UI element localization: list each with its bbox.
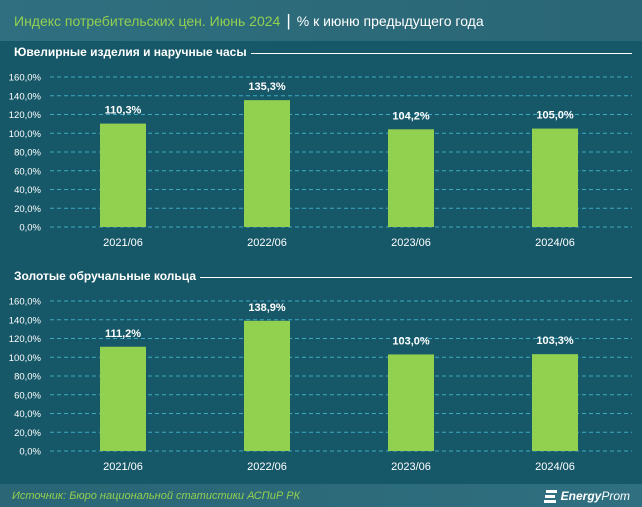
y-tick-label: 40,0% bbox=[14, 185, 41, 196]
data-label: 104,2% bbox=[392, 110, 430, 122]
logo-text: Prom bbox=[601, 488, 630, 503]
chart-title: Ювелирные изделия и наручные часы bbox=[14, 45, 251, 59]
bar bbox=[532, 128, 578, 227]
x-tick-label: 2022/06 bbox=[247, 461, 287, 473]
y-tick-label: 20,0% bbox=[14, 428, 41, 439]
data-label: 103,3% bbox=[536, 335, 574, 347]
y-tick-label: 40,0% bbox=[14, 409, 41, 420]
bar bbox=[100, 346, 146, 451]
y-tick-label: 120,0% bbox=[9, 334, 42, 345]
header: Индекс потребительских цен. Июнь 2024 | … bbox=[0, 0, 642, 41]
bar bbox=[388, 354, 434, 451]
bar bbox=[532, 354, 578, 451]
page-subtitle: % к июню предыдущего года bbox=[296, 12, 484, 29]
x-tick-label: 2023/06 bbox=[391, 237, 431, 249]
title-separator: | bbox=[286, 10, 291, 30]
chart-plot: 0,0% 20,0% 40,0% 60,0% 80,0% 100,0% 120,0% 140,… bbox=[9, 73, 632, 249]
y-tick-label: 160,0% bbox=[9, 73, 42, 84]
x-tick-label: 2024/06 bbox=[535, 461, 575, 473]
y-tick-label: 60,0% bbox=[14, 166, 41, 177]
source-note: Источник: Бюро национальной статистики А… bbox=[12, 489, 301, 502]
logo-icon bbox=[543, 489, 557, 503]
y-tick-label: 100,0% bbox=[9, 129, 42, 140]
data-label: 135,3% bbox=[248, 81, 286, 93]
footer: Источник: Бюро национальной статистики А… bbox=[0, 484, 642, 507]
y-tick-label: 140,0% bbox=[9, 91, 42, 102]
y-tick-label: 20,0% bbox=[14, 204, 41, 215]
y-tick-label: 80,0% bbox=[14, 148, 41, 159]
chart-wedding-rings: Золотые обручальные кольца 0,0% 20,0% 40,0… bbox=[0, 269, 642, 479]
y-tick-label: 0,0% bbox=[19, 223, 41, 234]
title-rule bbox=[14, 277, 632, 278]
x-tick-label: 2022/06 bbox=[247, 237, 287, 249]
chart-plot: 0,0% 20,0% 40,0% 60,0% 80,0% 100,0% 120,0% 140,… bbox=[9, 297, 632, 473]
energyprom-logo: Energy Prom bbox=[543, 488, 630, 503]
data-label: 138,9% bbox=[248, 302, 286, 314]
chart-title: Золотые обручальные кольца bbox=[14, 269, 200, 283]
logo-text-bold: Energy bbox=[560, 488, 602, 503]
y-tick-label: 0,0% bbox=[19, 447, 41, 458]
chart-jewelry: Ювелирные изделия и наручные часы 0,0% 20… bbox=[0, 45, 642, 255]
data-label: 111,2% bbox=[105, 328, 141, 340]
y-tick-label: 160,0% bbox=[9, 297, 42, 308]
y-tick-label: 60,0% bbox=[14, 390, 41, 401]
x-tick-label: 2021/06 bbox=[103, 237, 143, 249]
bar bbox=[244, 320, 290, 451]
bar bbox=[100, 123, 146, 227]
data-label: 105,0% bbox=[536, 110, 574, 122]
x-tick-label: 2023/06 bbox=[391, 461, 431, 473]
bar bbox=[388, 129, 434, 227]
data-label: 103,0% bbox=[392, 335, 430, 347]
y-tick-label: 140,0% bbox=[9, 315, 42, 326]
y-tick-label: 100,0% bbox=[9, 353, 42, 364]
x-tick-label: 2024/06 bbox=[535, 237, 575, 249]
y-tick-label: 120,0% bbox=[9, 110, 42, 121]
data-label: 110,3% bbox=[105, 105, 142, 117]
x-tick-label: 2021/06 bbox=[103, 461, 143, 473]
y-tick-label: 80,0% bbox=[14, 372, 41, 383]
title-rule bbox=[14, 53, 632, 54]
bar bbox=[244, 100, 290, 227]
page-title: Индекс потребительских цен. Июнь 2024 bbox=[14, 12, 281, 29]
